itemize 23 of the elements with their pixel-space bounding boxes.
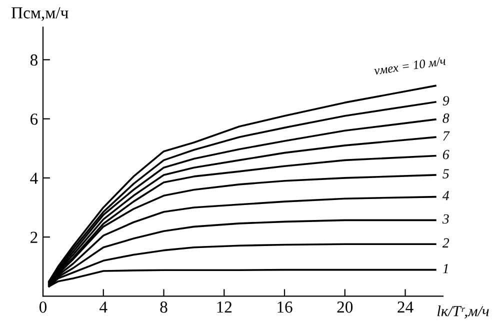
x-tick-label: 20 [337, 301, 353, 313]
series-label: 5 [442, 169, 449, 178]
x-tick-label: 0 [39, 301, 47, 313]
x-tick-label: 16 [278, 302, 292, 313]
series-label: 9 [442, 96, 450, 106]
series-label: 1 [442, 264, 448, 274]
text: vмех = 10 м/ч [374, 56, 446, 75]
x-tick-label: 24 [398, 302, 414, 313]
x-tick-label: 8 [160, 301, 168, 313]
y-tick-label: 6 [30, 114, 38, 125]
series-label: 7 [443, 131, 450, 140]
x-axis-title: lк/Tʳ,м/ч [438, 306, 489, 318]
y-tick-label: 2 [30, 232, 38, 243]
series-label: 3 [442, 214, 449, 224]
series-label: 2 [442, 238, 450, 248]
y-tick-label: 4 [30, 172, 38, 184]
x-tick-label: 4 [100, 302, 108, 313]
series-label: 4 [442, 191, 450, 200]
series-label: 8 [442, 114, 450, 123]
series-label: 6 [442, 150, 450, 160]
y-tick-label: 8 [30, 54, 38, 66]
x-tick-label: 12 [217, 302, 232, 313]
y-axis-title: Псм,м/ч [11, 7, 68, 21]
